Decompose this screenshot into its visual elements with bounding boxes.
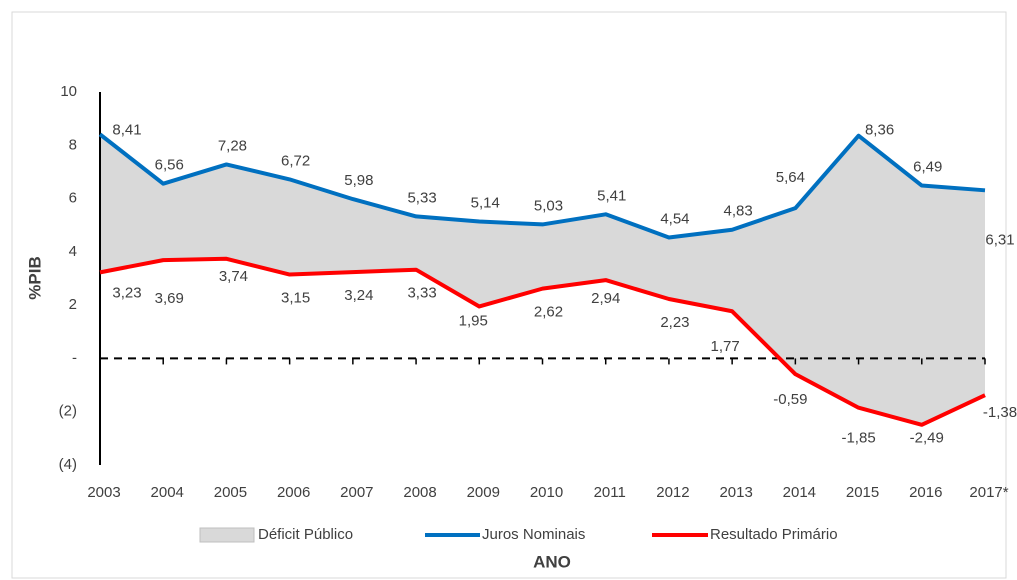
legend-label: Juros Nominais bbox=[482, 526, 585, 543]
legend-label: Déficit Público bbox=[258, 526, 353, 543]
data-label: 1,77 bbox=[711, 338, 740, 355]
data-label: 3,15 bbox=[281, 289, 310, 306]
data-label: -2,49 bbox=[910, 430, 944, 447]
y-tick-label: (4) bbox=[59, 456, 77, 473]
deficit-area bbox=[100, 134, 985, 425]
x-tick-label: 2008 bbox=[403, 484, 436, 501]
data-label: 5,03 bbox=[534, 197, 563, 214]
x-tick-label: 2009 bbox=[467, 484, 500, 501]
x-tick-label: 2015 bbox=[846, 484, 879, 501]
data-label: -1,85 bbox=[841, 430, 875, 447]
data-label: 6,49 bbox=[913, 158, 942, 175]
y-axis-label: %PIB bbox=[25, 256, 44, 299]
data-label: 4,54 bbox=[660, 210, 689, 227]
y-tick-label: 10 bbox=[60, 83, 77, 100]
x-tick-label: 2016 bbox=[909, 484, 942, 501]
data-label: 4,83 bbox=[724, 203, 753, 220]
data-label: 5,98 bbox=[344, 172, 373, 189]
x-tick-label: 2013 bbox=[719, 484, 752, 501]
legend-label: Resultado Primário bbox=[710, 526, 838, 543]
data-label: 3,74 bbox=[219, 268, 248, 285]
data-label: 8,41 bbox=[112, 121, 141, 138]
y-tick-label: 8 bbox=[69, 136, 77, 153]
data-label: 3,23 bbox=[112, 284, 141, 301]
data-label: 6,72 bbox=[281, 152, 310, 169]
x-tick-label: 2006 bbox=[277, 484, 310, 501]
x-tick-label: 2004 bbox=[151, 484, 184, 501]
data-label: -0,59 bbox=[773, 391, 807, 408]
x-tick-label: 2007 bbox=[340, 484, 373, 501]
data-label: 8,36 bbox=[865, 122, 894, 139]
line-1 bbox=[99, 256, 986, 427]
data-label: 5,41 bbox=[597, 187, 626, 204]
y-tick-label: 2 bbox=[69, 296, 77, 313]
y-tick-label: 4 bbox=[69, 243, 77, 260]
y-tick-label: (2) bbox=[59, 403, 77, 420]
data-label: -1,38 bbox=[983, 404, 1017, 421]
x-axis-label: ANO bbox=[533, 552, 571, 571]
data-label: 6,56 bbox=[155, 157, 184, 174]
x-tick-label: 2010 bbox=[530, 484, 563, 501]
y-tick-label: - bbox=[72, 349, 77, 366]
data-label: 5,33 bbox=[407, 189, 436, 206]
data-label: 5,14 bbox=[471, 194, 500, 211]
x-tick-label: 2011 bbox=[594, 484, 626, 501]
data-label: 3,69 bbox=[155, 290, 184, 307]
x-tick-label: 2014 bbox=[783, 484, 816, 501]
data-label: 3,24 bbox=[344, 287, 373, 304]
x-tick-label: 2017* bbox=[969, 484, 1008, 501]
data-label: 6,31 bbox=[985, 231, 1014, 248]
data-label: 7,28 bbox=[218, 137, 247, 154]
legend-swatch bbox=[199, 527, 255, 543]
x-tick-label: 2012 bbox=[656, 484, 689, 501]
y-tick-label: 6 bbox=[69, 190, 77, 207]
x-tick-label: 2005 bbox=[214, 484, 247, 501]
data-label: 2,94 bbox=[591, 290, 620, 307]
data-label: 3,33 bbox=[407, 285, 436, 302]
line-0 bbox=[98, 132, 986, 240]
data-label: 2,62 bbox=[534, 304, 563, 321]
x-tick-label: 2003 bbox=[87, 484, 120, 501]
data-label: 2,23 bbox=[660, 314, 689, 331]
data-label: 5,64 bbox=[776, 169, 805, 186]
data-label: 1,95 bbox=[459, 312, 488, 329]
